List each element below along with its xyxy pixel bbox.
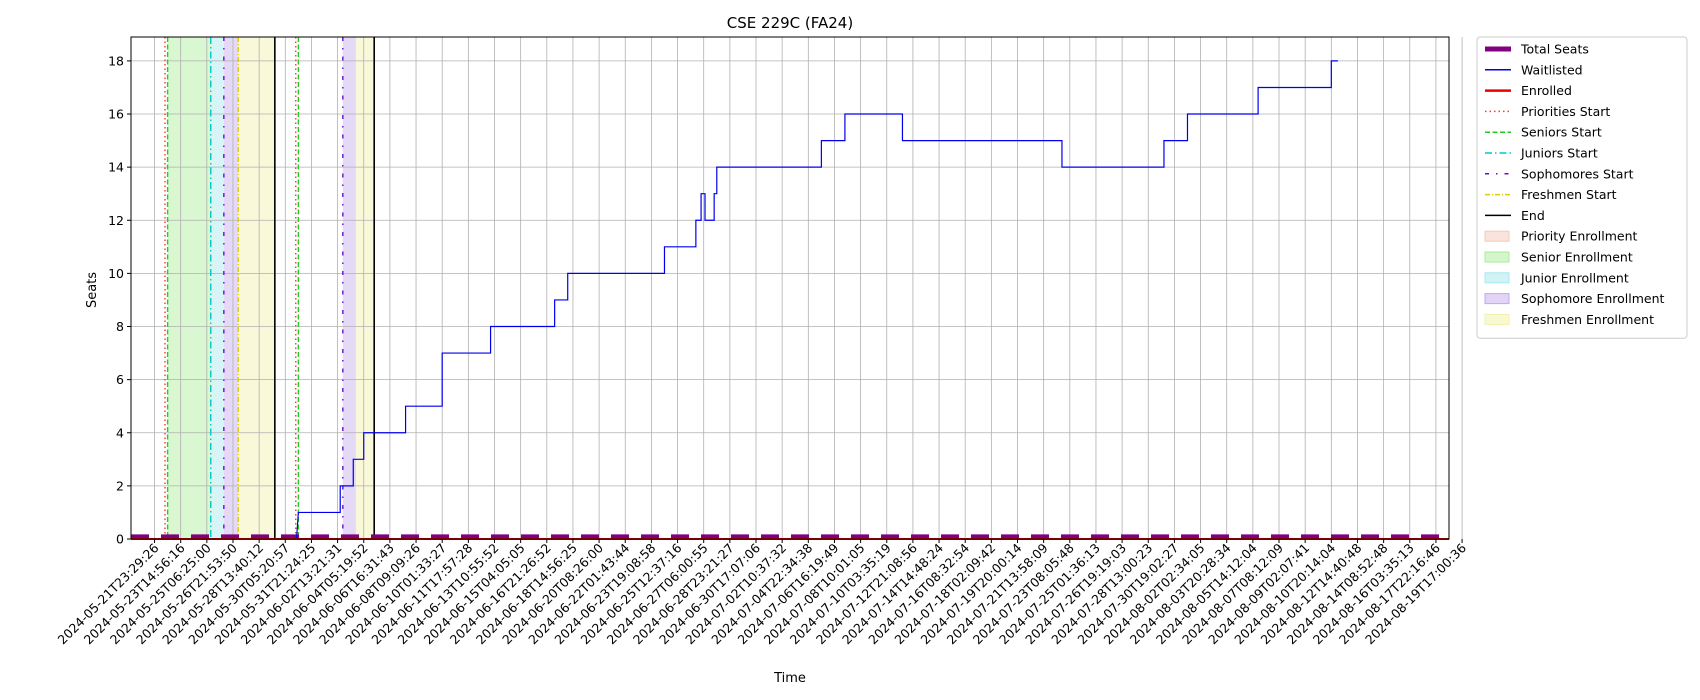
legend-item: Juniors Start	[1485, 146, 1598, 161]
legend-label: Sophomore Enrollment	[1521, 291, 1665, 306]
y-tick-label: 2	[116, 478, 124, 493]
legend-item: Priority Enrollment	[1484, 229, 1638, 244]
legend-swatch	[1484, 313, 1510, 325]
legend-label: Freshmen Enrollment	[1521, 312, 1654, 327]
region-junior-enrollment	[210, 37, 224, 539]
legend-swatch	[1484, 230, 1510, 242]
x-axis-ticks: 2024-05-21T23:29:262024-05-23T14:56:1620…	[55, 539, 1469, 647]
region-sophomore-enrollment	[342, 37, 356, 539]
legend-label: Freshmen Start	[1521, 187, 1617, 202]
legend-item: Seniors Start	[1485, 125, 1602, 140]
series-waitlisted	[295, 60, 1338, 540]
y-tick-label: 8	[116, 319, 124, 334]
legend-item: Enrolled	[1485, 83, 1572, 98]
y-tick-label: 4	[116, 425, 124, 440]
y-tick-label: 16	[108, 107, 124, 122]
legend-swatch	[1484, 272, 1510, 284]
legend-item: Priorities Start	[1485, 104, 1610, 119]
legend-label: Junior Enrollment	[1520, 270, 1629, 285]
legend-item: Senior Enrollment	[1484, 250, 1633, 265]
legend-swatch	[1484, 251, 1510, 263]
legend-label: Priorities Start	[1521, 104, 1610, 119]
chart-title: CSE 229C (FA24)	[727, 14, 853, 32]
legend-label: Senior Enrollment	[1521, 250, 1633, 265]
plot-frame	[130, 36, 1450, 540]
phase-lines	[164, 37, 376, 539]
y-tick-label: 0	[116, 532, 124, 547]
legend-label: Sophomores Start	[1521, 166, 1634, 181]
y-tick-label: 18	[108, 53, 124, 68]
legend-item: Junior Enrollment	[1484, 270, 1629, 285]
y-axis-label: Seats	[85, 272, 100, 308]
region-sophomore-enrollment	[223, 37, 239, 539]
legend-label: Priority Enrollment	[1521, 229, 1638, 244]
data-series	[131, 60, 1449, 540]
legend-item: Freshmen Enrollment	[1484, 312, 1654, 327]
legend-box	[1476, 36, 1688, 339]
legend-item: Total Seats	[1485, 42, 1589, 57]
legend-label: End	[1521, 208, 1545, 223]
legend-swatch	[1484, 293, 1510, 305]
region-freshmen-enrollment	[238, 37, 275, 539]
legend-label: Juniors Start	[1520, 146, 1598, 161]
grid-lines	[131, 37, 1463, 540]
legend-item: End	[1485, 208, 1545, 223]
legend-label: Waitlisted	[1521, 62, 1583, 77]
legend-item: Waitlisted	[1485, 62, 1583, 77]
y-tick-label: 14	[108, 160, 124, 175]
legend-item: Sophomores Start	[1485, 166, 1634, 181]
x-axis-label: Time	[773, 671, 806, 686]
y-axis-ticks: 0 2 4 6 8 10 12 14 16 18	[108, 53, 131, 547]
legend-label: Enrolled	[1521, 83, 1572, 98]
legend-item: Sophomore Enrollment	[1484, 291, 1665, 306]
y-tick-label: 12	[108, 213, 124, 228]
region-senior-enrollment	[167, 37, 211, 539]
legend-item: Freshmen Start	[1485, 187, 1617, 202]
legend-label: Total Seats	[1520, 42, 1589, 57]
region-freshmen-enrollment	[355, 37, 375, 539]
enrollment-regions	[167, 37, 375, 539]
legend-label: Seniors Start	[1521, 125, 1602, 140]
y-tick-label: 10	[108, 266, 124, 281]
y-tick-label: 6	[116, 372, 124, 387]
legend: Total Seats Waitlisted Enrolled Priorities …	[1476, 36, 1688, 339]
